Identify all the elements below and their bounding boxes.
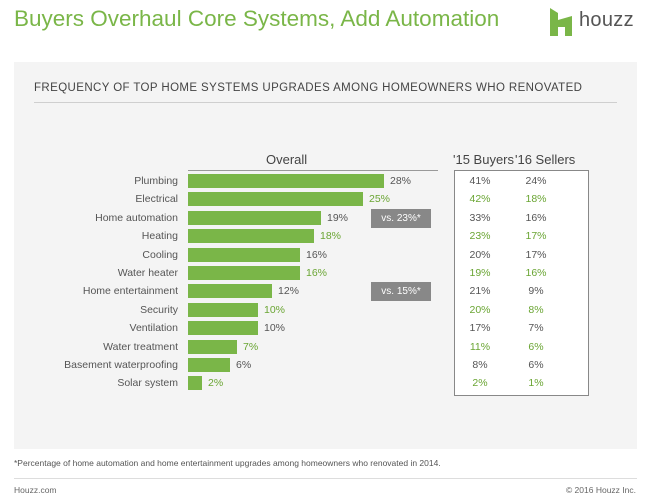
bar-value-label: 7% <box>243 340 259 353</box>
bar-value-label: 16% <box>306 248 328 261</box>
buyers-cell: 8% <box>472 359 488 371</box>
sellers-cell: 17% <box>525 248 547 261</box>
sellers-cell: 7% <box>528 322 544 335</box>
houzz-logo-icon <box>550 8 572 36</box>
buyers-cell: 20% <box>469 248 491 261</box>
copyright: © 2016 Houzz Inc. <box>565 485 636 495</box>
category-label: Plumbing <box>134 175 178 187</box>
category-label: Water heater <box>117 267 178 279</box>
bar <box>188 192 363 207</box>
buyers-cell: 20% <box>469 303 491 316</box>
comparison-callout: vs. 15%* <box>371 282 431 302</box>
category-label: Ventilation <box>129 322 178 335</box>
sellers-cell: 8% <box>528 303 544 316</box>
category-label: Home automation <box>95 211 178 224</box>
sellers-cell: 18% <box>525 193 547 206</box>
bar <box>188 339 237 354</box>
comparison-callout: vs. 23%* <box>371 208 431 228</box>
buyers-cell: 11% <box>469 340 491 353</box>
sellers-cell: 17% <box>525 230 547 243</box>
category-label: Water treatment <box>103 340 178 353</box>
buyers-cell: 17% <box>469 322 491 335</box>
sellers-cell: 6% <box>528 340 544 353</box>
bar <box>188 266 300 280</box>
bar <box>188 358 230 372</box>
buyers-cell: 2% <box>472 377 488 390</box>
bar <box>188 210 321 225</box>
buyers-cell: 19% <box>469 267 491 279</box>
footer-divider <box>14 478 637 479</box>
source-link[interactable]: Houzz.com <box>14 485 57 495</box>
bar <box>188 174 384 188</box>
buyers-cell: 41% <box>469 175 491 187</box>
page-title: Buyers Overhaul Core Systems, Add Automa… <box>14 6 500 31</box>
bar <box>188 229 314 244</box>
bar-value-label: 19% <box>327 211 349 224</box>
bar <box>188 284 272 299</box>
buyers-cell: 21% <box>469 285 491 298</box>
sellers-cell: 9% <box>528 285 544 298</box>
bar-value-label: 2% <box>208 377 224 390</box>
footnote: *Percentage of home automation and home … <box>14 458 441 468</box>
bar-value-label: 10% <box>264 322 286 335</box>
buyers-cell: 33% <box>469 211 491 224</box>
logo-text: houzz <box>579 9 634 31</box>
overall-axis-rule <box>188 170 438 171</box>
category-label: Solar system <box>117 377 178 390</box>
bar-value-label: 6% <box>236 359 252 371</box>
bar-value-label: 12% <box>278 285 300 298</box>
category-label: Basement waterproofing <box>64 359 178 371</box>
category-label: Heating <box>141 230 178 243</box>
bar <box>188 302 258 317</box>
bar <box>188 247 300 262</box>
column-header-overall: Overall <box>266 152 308 167</box>
bar-value-label: 18% <box>320 230 342 243</box>
sellers-cell: 16% <box>525 211 547 224</box>
comparison-table <box>454 170 589 396</box>
chart-title: FREQUENCY OF TOP HOME SYSTEMS UPGRADES A… <box>34 82 583 94</box>
buyers-cell: 42% <box>469 193 491 206</box>
category-label: Home entertainment <box>82 285 178 298</box>
column-header-buyers: '15 Buyers <box>453 152 515 167</box>
houzz-logo[interactable]: houzz <box>548 8 644 36</box>
column-header-sellers: '16 Sellers <box>515 152 576 167</box>
subtitle-divider <box>34 102 617 103</box>
buyers-cell: 23% <box>469 230 491 243</box>
sellers-cell: 6% <box>528 359 544 371</box>
bar-value-label: 28% <box>390 175 412 187</box>
sellers-cell: 16% <box>525 267 547 279</box>
category-label: Electrical <box>135 193 178 206</box>
bar-value-label: 10% <box>264 303 286 316</box>
sellers-cell: 24% <box>525 175 547 187</box>
sellers-cell: 1% <box>528 377 544 390</box>
category-label: Cooling <box>142 248 178 261</box>
bar-value-label: 25% <box>369 193 391 206</box>
bar-value-label: 16% <box>306 267 328 279</box>
bar <box>188 376 202 391</box>
category-label: Security <box>140 303 178 316</box>
bar <box>188 321 258 336</box>
